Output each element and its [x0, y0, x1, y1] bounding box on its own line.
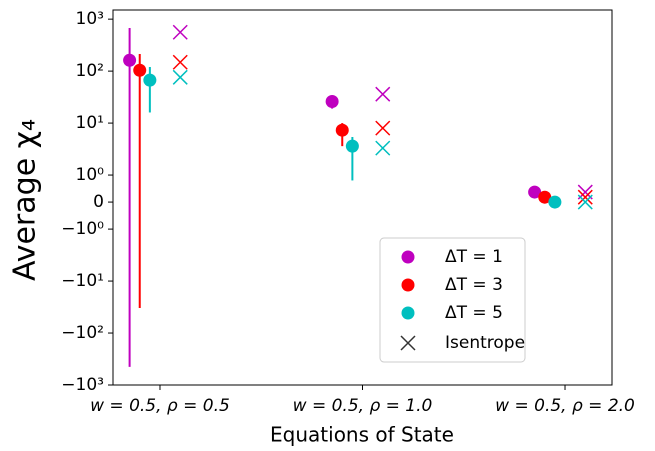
- y-tick-label: 10³: [76, 9, 104, 29]
- data-point: [345, 139, 359, 153]
- legend-label: ΔT = 3: [445, 275, 503, 295]
- y-tick-label: −10⁰: [61, 219, 104, 239]
- isentrope-point: [375, 120, 391, 136]
- legend-label: ΔT = 1: [445, 247, 503, 267]
- isentrope-point: [577, 194, 593, 210]
- isentrope-point: [172, 24, 188, 40]
- data-point: [548, 195, 562, 209]
- data-point: [335, 123, 349, 137]
- y-axis-label: Average χ₄: [8, 119, 43, 281]
- x-axis-label: Equations of State: [270, 423, 454, 447]
- data-point: [538, 190, 552, 204]
- data-point: [133, 63, 147, 77]
- legend-label: Isentrope: [445, 333, 525, 353]
- y-tick-label: −10²: [61, 323, 104, 343]
- legend-marker: [401, 278, 415, 292]
- x-tick-label: w = 0.5, ρ = 0.5: [90, 396, 230, 416]
- y-tick-label: −10³: [61, 375, 104, 395]
- isentrope-point: [172, 69, 188, 85]
- x-tick-label: w = 0.5, ρ = 1.0: [293, 396, 433, 416]
- legend-marker: [400, 335, 416, 351]
- data-point: [123, 53, 137, 67]
- isentrope-point: [577, 189, 593, 205]
- legend-marker: [401, 306, 415, 320]
- data-point: [325, 95, 339, 109]
- y-tick-label: 10²: [76, 61, 104, 81]
- legend-marker: [401, 250, 415, 264]
- data-point: [143, 73, 157, 87]
- isentrope-point: [172, 54, 188, 70]
- data-point: [528, 185, 542, 199]
- x-tick-label: w = 0.5, ρ = 2.0: [495, 396, 635, 416]
- y-tick-label: 10⁰: [76, 165, 105, 185]
- y-tick-label: 10¹: [76, 113, 104, 133]
- isentrope-point: [375, 140, 391, 156]
- y-tick-label: −10¹: [61, 271, 104, 291]
- y-tick-label: 0: [93, 192, 104, 212]
- isentrope-point: [375, 86, 391, 102]
- legend-label: ΔT = 5: [445, 303, 503, 323]
- legend-box: [379, 237, 526, 363]
